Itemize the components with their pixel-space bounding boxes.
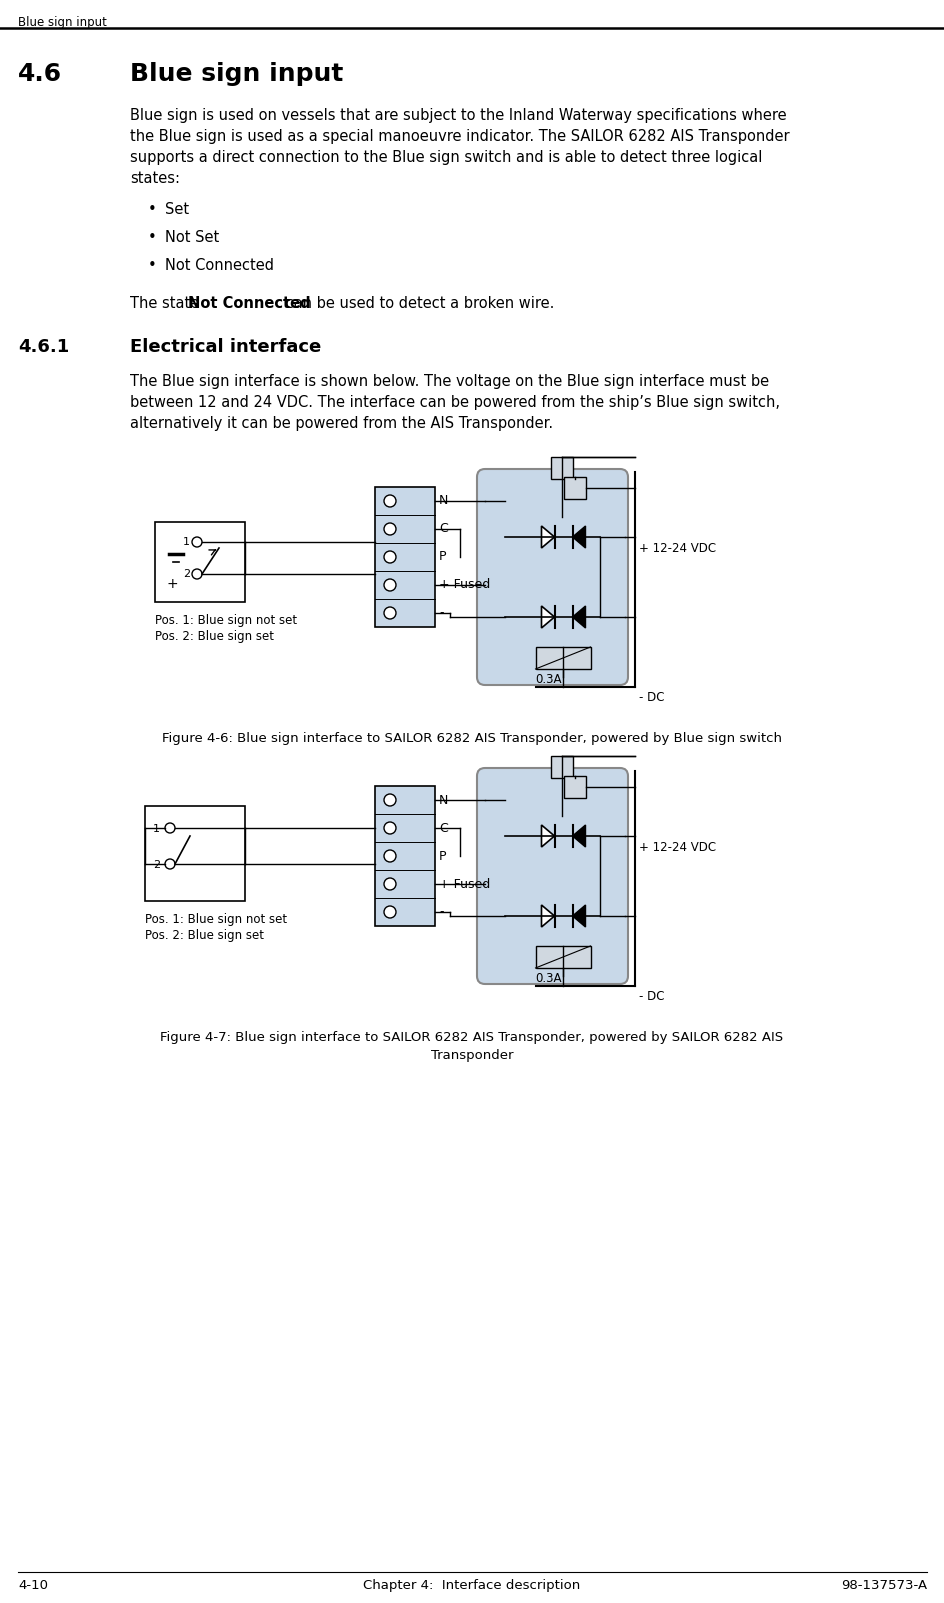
FancyBboxPatch shape: [477, 470, 628, 684]
Text: P: P: [439, 550, 446, 564]
Text: -: -: [439, 606, 443, 619]
Text: 98-137573-A: 98-137573-A: [840, 1579, 926, 1592]
Text: alternatively it can be powered from the AIS Transponder.: alternatively it can be powered from the…: [130, 417, 552, 431]
Circle shape: [383, 906, 396, 919]
Text: 0.3A: 0.3A: [535, 673, 562, 686]
Text: Pos. 1: Blue sign not set: Pos. 1: Blue sign not set: [144, 914, 287, 927]
Text: 4.6.1: 4.6.1: [18, 338, 69, 356]
Polygon shape: [541, 826, 554, 846]
Text: Not Connected: Not Connected: [188, 297, 311, 311]
Text: C: C: [439, 821, 447, 835]
Text: N: N: [439, 494, 447, 508]
Polygon shape: [541, 906, 554, 927]
Text: 2: 2: [183, 569, 190, 579]
Circle shape: [165, 822, 175, 834]
Text: - DC: - DC: [638, 691, 664, 704]
Bar: [155, 523, 244, 603]
Bar: [375, 487, 434, 627]
Text: Not Set: Not Set: [165, 229, 219, 245]
Text: Set: Set: [165, 202, 189, 216]
Text: + 12-24 VDC: + 12-24 VDC: [638, 842, 716, 854]
Bar: [375, 785, 434, 927]
Text: -: -: [439, 906, 443, 919]
Text: Pos. 2: Blue sign set: Pos. 2: Blue sign set: [144, 930, 263, 943]
Bar: [550, 757, 572, 777]
Text: The Blue sign interface is shown below. The voltage on the Blue sign interface m: The Blue sign interface is shown below. …: [130, 373, 768, 390]
Circle shape: [165, 859, 175, 869]
Text: + 12-24 VDC: + 12-24 VDC: [638, 542, 716, 555]
Text: Not Connected: Not Connected: [165, 258, 274, 273]
Text: + Fused: + Fused: [439, 877, 490, 891]
Text: The state: The state: [130, 297, 204, 311]
Text: C: C: [439, 523, 447, 535]
Polygon shape: [572, 826, 585, 846]
Circle shape: [383, 608, 396, 619]
Text: Blue sign input: Blue sign input: [130, 63, 343, 87]
Circle shape: [383, 495, 396, 507]
Bar: [550, 457, 572, 479]
Text: Transponder: Transponder: [430, 1048, 513, 1063]
Text: Figure 4-7: Blue sign interface to SAILOR 6282 AIS Transponder, powered by SAILO: Figure 4-7: Blue sign interface to SAILO…: [160, 1031, 783, 1044]
Polygon shape: [572, 526, 585, 548]
Circle shape: [383, 822, 396, 834]
Text: N: N: [439, 793, 447, 806]
Text: between 12 and 24 VDC. The interface can be powered from the ship’s Blue sign sw: between 12 and 24 VDC. The interface can…: [130, 394, 779, 410]
Bar: [564, 776, 585, 798]
Text: states:: states:: [130, 172, 179, 186]
Polygon shape: [541, 526, 554, 548]
Text: 1: 1: [153, 824, 160, 834]
Text: Pos. 2: Blue sign set: Pos. 2: Blue sign set: [155, 630, 274, 643]
Circle shape: [383, 850, 396, 862]
Text: + Fused: + Fused: [439, 579, 490, 592]
Text: P: P: [439, 850, 446, 862]
Bar: [535, 946, 590, 968]
Text: 1: 1: [183, 537, 190, 547]
Text: Electrical interface: Electrical interface: [130, 338, 321, 356]
Text: •: •: [148, 229, 157, 245]
Text: supports a direct connection to the Blue sign switch and is able to detect three: supports a direct connection to the Blue…: [130, 151, 762, 165]
Circle shape: [192, 537, 202, 547]
Bar: [564, 478, 585, 499]
Text: +: +: [167, 577, 178, 592]
Bar: [144, 806, 244, 901]
Polygon shape: [572, 906, 585, 927]
Text: Chapter 4:  Interface description: Chapter 4: Interface description: [363, 1579, 580, 1592]
Text: Blue sign is used on vessels that are subject to the Inland Waterway specificati: Blue sign is used on vessels that are su…: [130, 107, 785, 123]
Text: Pos. 1: Blue sign not set: Pos. 1: Blue sign not set: [155, 614, 296, 627]
Text: - DC: - DC: [638, 991, 664, 1003]
Circle shape: [383, 793, 396, 806]
Polygon shape: [541, 606, 554, 628]
Circle shape: [383, 523, 396, 535]
Text: Figure 4-6: Blue sign interface to SAILOR 6282 AIS Transponder, powered by Blue : Figure 4-6: Blue sign interface to SAILO…: [161, 733, 782, 745]
Text: 4.6: 4.6: [18, 63, 62, 87]
Text: 2: 2: [153, 859, 160, 870]
Text: can be used to detect a broken wire.: can be used to detect a broken wire.: [280, 297, 554, 311]
Text: 4-10: 4-10: [18, 1579, 48, 1592]
Text: •: •: [148, 202, 157, 216]
Text: the Blue sign is used as a special manoeuvre indicator. The SAILOR 6282 AIS Tran: the Blue sign is used as a special manoe…: [130, 128, 789, 144]
Polygon shape: [572, 606, 585, 628]
Circle shape: [383, 579, 396, 592]
Text: •: •: [148, 258, 157, 273]
Circle shape: [192, 569, 202, 579]
Text: 0.3A: 0.3A: [535, 971, 562, 984]
Circle shape: [383, 551, 396, 563]
FancyBboxPatch shape: [477, 768, 628, 984]
Text: Blue sign input: Blue sign input: [18, 16, 107, 29]
Bar: [535, 648, 590, 668]
Circle shape: [383, 878, 396, 890]
